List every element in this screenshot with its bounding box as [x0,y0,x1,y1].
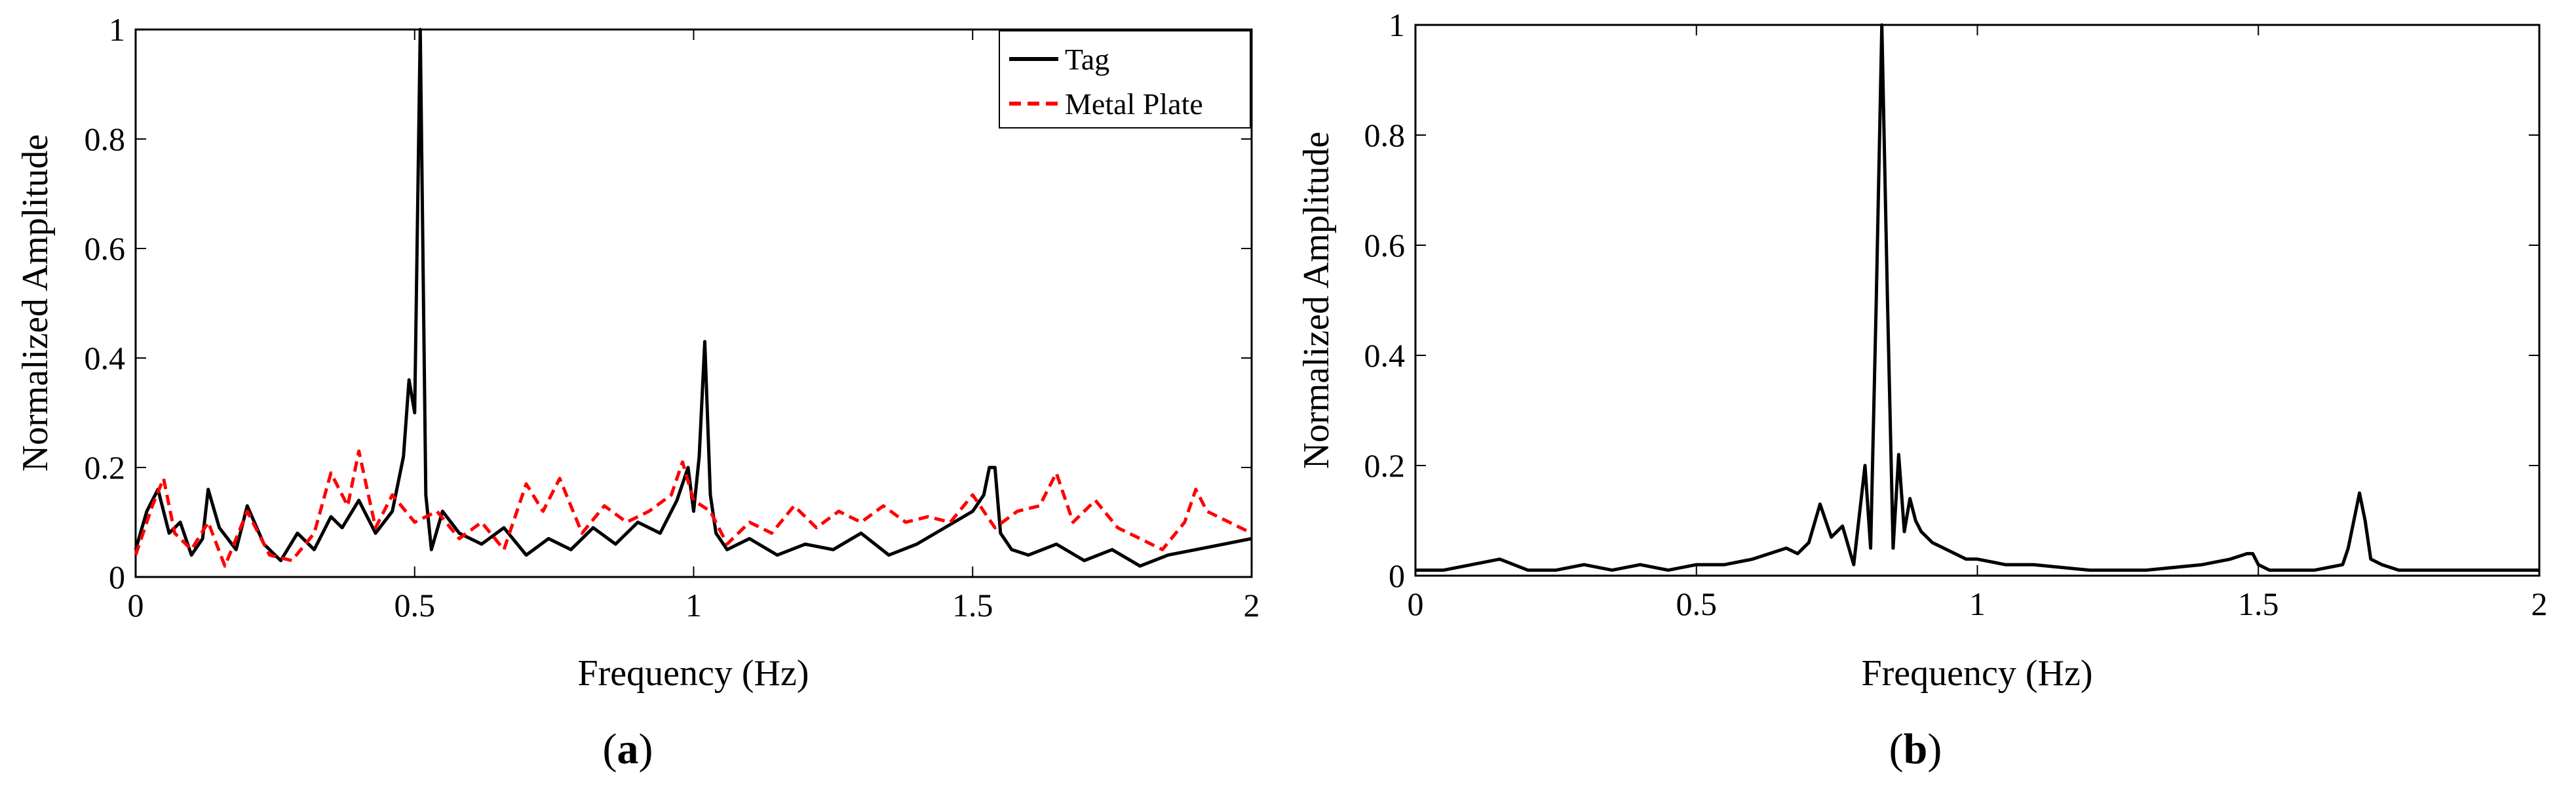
panel-b-ytick-label: 1 [1389,7,1405,43]
panel-b-ytick-label: 0 [1389,557,1405,594]
panel-b-xtick-label: 1 [1969,586,1986,622]
panel-b-ytick-label: 0.6 [1364,227,1406,264]
panel-a-caption: (a) [602,725,653,773]
panel-a-series [134,28,1253,568]
panel-a-ytick-label: 0.4 [85,340,126,376]
panel-a-chart: 0 0.5 1 1.5 2 0 0.2 0.4 0.6 0.8 1 Frequency (Hz) N… [15,11,1260,694]
panel-b-ytick-label: 0.8 [1364,117,1406,153]
panel-a-xtick-label: 0.5 [394,587,436,624]
legend-box [999,30,1251,129]
panel-b-ytick-label: 0.4 [1364,337,1406,374]
panel-b-xtick-label: 2 [2531,586,2548,622]
panel-b-xtick-label: 0 [1408,586,1424,622]
panel-b-plot-frame [1414,24,2541,577]
panel-a-ytick-label: 0.6 [85,230,126,267]
panel-a-ytick-label: 0.2 [85,449,126,486]
panel-b-chart: 0 0.5 1 1.5 2 0 0.2 0.4 0.6 0.8 1 Frequency (Hz) N… [1296,7,2548,694]
panel-b-xtick-label: 0.5 [1676,586,1718,622]
panel-b-ytick-label: 0.2 [1364,447,1406,484]
panel-a-ytick-label: 0.8 [85,121,126,157]
panel-a-xtick-label: 2 [1244,587,1260,624]
panel-a-xlabel: Frequency (Hz) [578,653,809,694]
legend-label-metal-plate: Metal Plate [1065,87,1203,121]
panel-b-ticks: 0 0.5 1 1.5 2 0 0.2 0.4 0.6 0.8 1 [1364,7,2548,622]
panel-a-ticks: 0 0.5 1 1.5 2 0 0.2 0.4 0.6 0.8 1 [85,11,1260,624]
panel-b-series [1415,23,2539,572]
panel-a-series-metal-plate [134,449,1253,568]
panel-a-xtick-label: 0 [128,587,144,624]
panel-a-ylabel: Normalized Amplitude [15,134,56,472]
panel-b-xtick-label: 1.5 [2238,586,2279,622]
legend-label-tag: Tag [1065,43,1109,76]
panel-a-series-tag [134,28,1252,568]
panel-b-caption-letter: b [1903,725,1928,773]
panel-a-xtick-label: 1 [685,587,702,624]
panel-b-series-spectrum [1415,23,2539,572]
panel-b-xlabel: Frequency (Hz) [1862,653,2093,694]
panel-a-ytick-label: 1 [109,11,125,48]
panel-b-ylabel: Normalized Amplitude [1296,132,1337,469]
panel-a-xtick-label: 1.5 [952,587,993,624]
panel-a-legend: Tag Metal Plate [999,30,1251,129]
panel-b-caption: (b) [1889,725,1942,773]
panel-a-ytick-label: 0 [109,559,125,595]
panel-a-caption-letter: a [617,725,639,773]
